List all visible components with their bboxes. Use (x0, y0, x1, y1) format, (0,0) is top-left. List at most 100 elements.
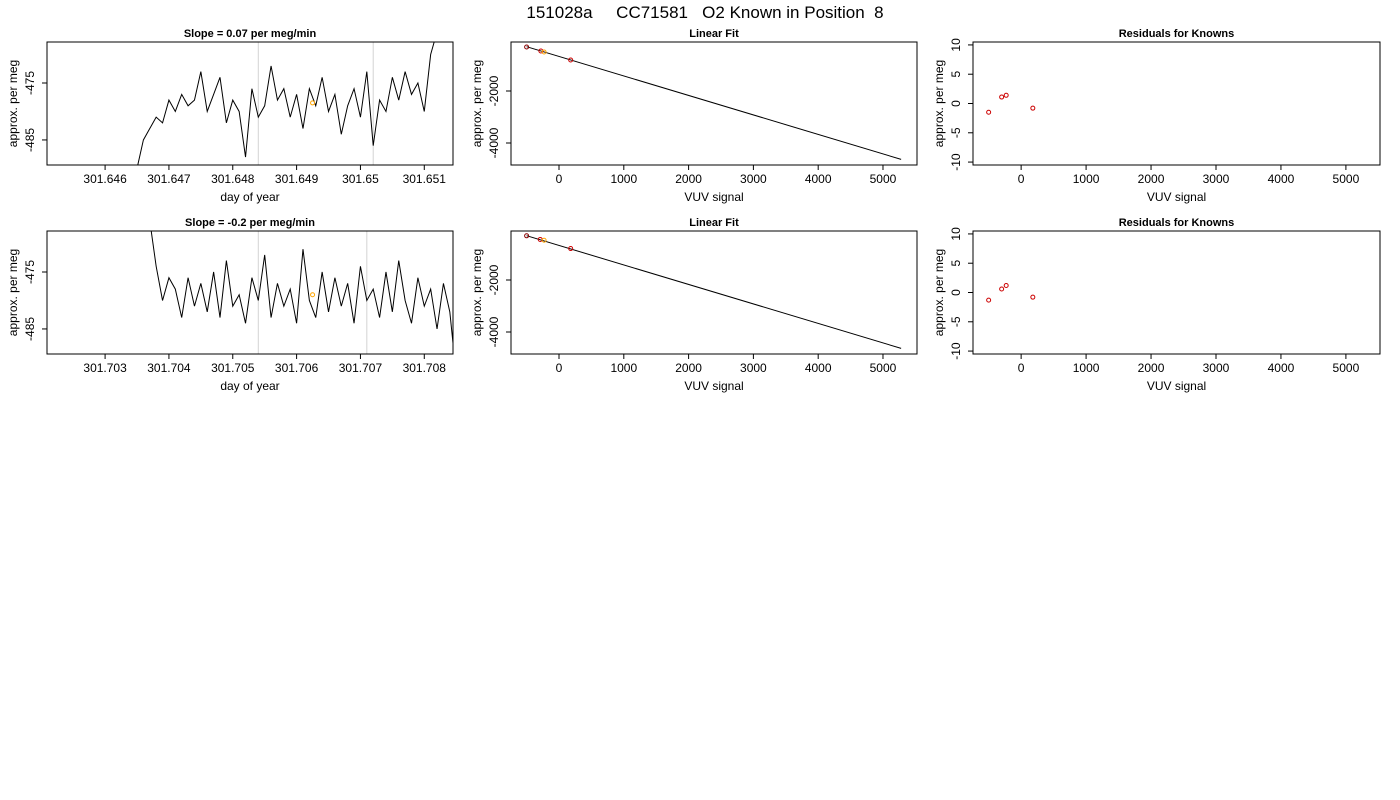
y-tick-label: 5 (949, 71, 963, 78)
x-tick-label: 0 (1018, 361, 1025, 375)
y-tick-label: -475 (23, 71, 37, 95)
x-tick-label: 301.649 (275, 172, 319, 186)
y-axis-label: approx. per meg (470, 249, 484, 336)
x-axis-label: VUV signal (684, 190, 743, 204)
x-tick-label: 301.647 (147, 172, 191, 186)
panel-title: Residuals for Knowns (1119, 217, 1235, 229)
point (986, 297, 992, 303)
x-tick-label: 301.646 (83, 172, 127, 186)
y-tick-label: -485 (23, 317, 37, 341)
x-tick-label: 301.706 (275, 361, 319, 375)
plot-frame (972, 41, 1381, 166)
x-axis-label: VUV signal (1147, 190, 1206, 204)
x-axis-label: day of year (220, 190, 279, 204)
x-tick-label: 3000 (740, 172, 767, 186)
x-tick-label: 301.705 (211, 361, 255, 375)
x-tick-label: 0 (556, 361, 563, 375)
y-tick-label: -475 (23, 260, 37, 284)
x-tick-label: 4000 (1268, 361, 1295, 375)
point (1030, 105, 1036, 111)
x-tick-label: 1000 (1073, 361, 1100, 375)
y-tick-label: 10 (949, 38, 963, 52)
panel-title: Slope = -0.2 per meg/min (185, 217, 315, 229)
data-line (137, 42, 435, 165)
point (999, 94, 1005, 100)
y-tick-label: 5 (949, 260, 963, 267)
x-tick-label: 4000 (805, 172, 832, 186)
y-tick-label: -2000 (487, 75, 501, 106)
x-tick-label: 1000 (1073, 172, 1100, 186)
x-tick-label: 301.651 (403, 172, 447, 186)
y-tick-label: -485 (23, 128, 37, 152)
plot-frame (510, 41, 918, 166)
x-tick-label: 2000 (1138, 172, 1165, 186)
figure-title: 151028a CC71581 O2 Known in Position 8 (526, 3, 883, 22)
x-axis-label: day of year (220, 379, 279, 393)
y-axis-label: approx. per meg (932, 60, 946, 147)
plot-frame (972, 230, 1381, 355)
point (568, 246, 574, 252)
plot-frame (46, 230, 454, 355)
point (310, 100, 316, 106)
y-axis-label: approx. per meg (932, 249, 946, 336)
x-tick-label: 301.703 (83, 361, 127, 375)
fit-line (526, 46, 902, 160)
x-tick-label: 301.648 (211, 172, 255, 186)
y-tick-label: -4000 (487, 127, 501, 158)
point (1003, 282, 1009, 288)
point (541, 237, 547, 243)
y-axis-label: approx. per meg (470, 60, 484, 147)
x-tick-label: 3000 (740, 361, 767, 375)
point (1030, 294, 1036, 300)
point (541, 49, 547, 55)
x-tick-label: 5000 (870, 172, 897, 186)
x-tick-label: 3000 (1203, 361, 1230, 375)
plot-frame (510, 230, 918, 355)
y-tick-label: -10 (949, 153, 963, 171)
plot-area (524, 44, 902, 160)
panel-title: Linear Fit (689, 217, 739, 229)
plot-area (137, 42, 435, 165)
y-tick-label: -2000 (487, 264, 501, 295)
point (986, 109, 992, 115)
x-tick-label: 0 (556, 172, 563, 186)
x-tick-label: 3000 (1203, 172, 1230, 186)
data-line (150, 231, 453, 349)
x-tick-label: 301.704 (147, 361, 191, 375)
point (568, 57, 574, 63)
x-axis-label: VUV signal (684, 379, 743, 393)
x-tick-label: 2000 (675, 361, 702, 375)
x-axis-label: VUV signal (1147, 379, 1206, 393)
plot-area (986, 92, 1036, 115)
y-tick-label: -4000 (487, 316, 501, 347)
x-tick-label: 5000 (1333, 361, 1360, 375)
x-tick-label: 2000 (1138, 361, 1165, 375)
x-tick-label: 301.708 (403, 361, 447, 375)
point (1003, 92, 1009, 98)
x-tick-label: 1000 (610, 172, 637, 186)
y-tick-label: 0 (949, 100, 963, 107)
point (524, 44, 530, 50)
plot-frame (46, 41, 454, 166)
plot-area (524, 233, 902, 349)
x-tick-label: 301.65 (342, 172, 379, 186)
x-tick-label: 4000 (1268, 172, 1295, 186)
x-tick-label: 2000 (675, 172, 702, 186)
x-tick-label: 1000 (610, 361, 637, 375)
y-axis-label: approx. per meg (6, 60, 20, 147)
plot-area (150, 231, 453, 354)
x-tick-label: 0 (1018, 172, 1025, 186)
panel-title: Residuals for Knowns (1119, 28, 1235, 40)
panel-title: Slope = 0.07 per meg/min (184, 28, 317, 40)
point (310, 292, 316, 298)
fit-line (526, 235, 902, 349)
plot-area (986, 282, 1036, 303)
y-tick-label: 10 (949, 227, 963, 241)
point (538, 48, 544, 54)
x-tick-label: 4000 (805, 361, 832, 375)
point (999, 286, 1005, 292)
y-tick-label: -5 (949, 127, 963, 138)
y-axis-label: approx. per meg (6, 249, 20, 336)
